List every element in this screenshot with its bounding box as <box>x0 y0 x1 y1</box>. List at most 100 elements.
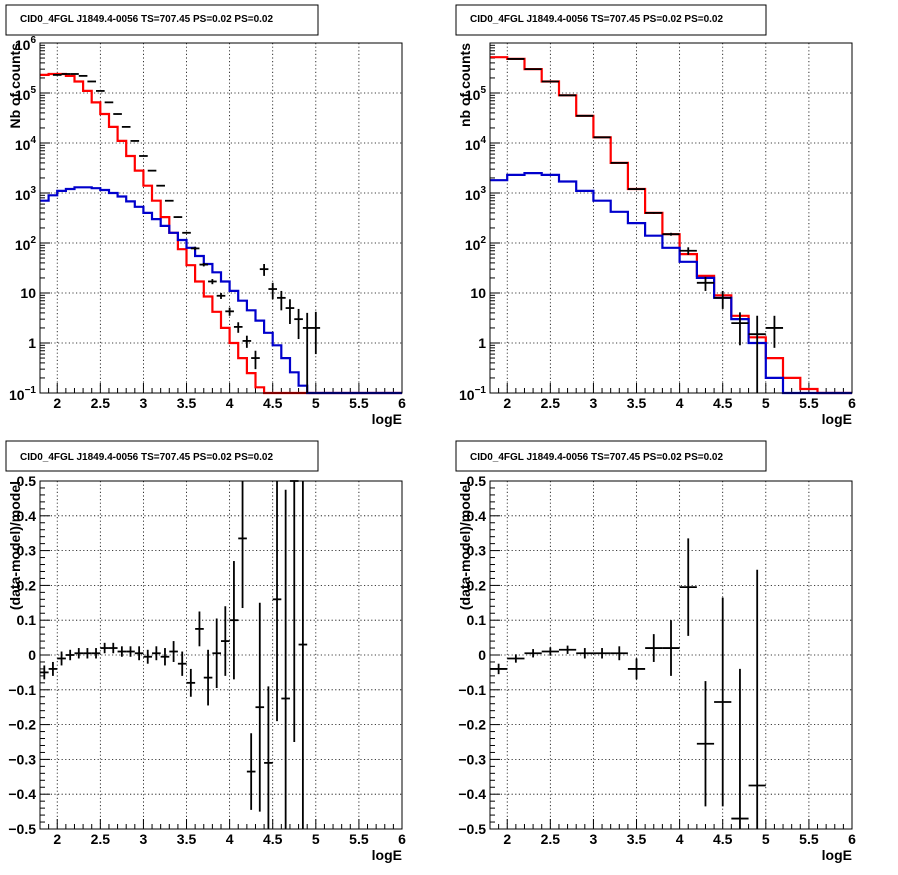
x-axis-label: logE <box>822 847 852 863</box>
title-box <box>5 4 319 36</box>
x-tick-label: 4 <box>676 395 684 411</box>
x-tick-label: 4.5 <box>713 395 733 411</box>
data-points <box>507 58 784 393</box>
x-tick-label: 2.5 <box>91 831 111 847</box>
y-tick-label: −0.5 <box>458 821 486 837</box>
x-tick-label: 5 <box>762 395 770 411</box>
y-tick-label: 1 <box>478 335 486 351</box>
x-tick-label: 5.5 <box>349 831 369 847</box>
y-tick-label: −0.2 <box>458 717 486 733</box>
y-tick-label: 0.1 <box>467 612 487 628</box>
y-axis-label: (data-model)/model <box>457 481 473 610</box>
chart-title: CID0_4FGL J1849.4-0056 TS=707.45 PS=0.02… <box>20 14 273 25</box>
x-tick-label: 5.5 <box>799 831 819 847</box>
x-tick-label: 3.5 <box>627 395 647 411</box>
x-tick-label: 3.5 <box>177 395 197 411</box>
grid <box>40 43 402 393</box>
x-tick-label: 6 <box>848 395 856 411</box>
y-tick-label: 0 <box>28 647 36 663</box>
plot-frame <box>489 480 853 830</box>
y-tick-label: 10 <box>470 285 486 301</box>
title-box <box>455 440 767 472</box>
x-tick-label: 2.5 <box>91 395 111 411</box>
x-axis-label: logE <box>372 847 402 863</box>
x-tick-label: 4.5 <box>263 831 283 847</box>
x-tick-label: 2.5 <box>541 395 561 411</box>
data-points <box>40 480 308 829</box>
y-tick-label: −0.4 <box>458 786 486 802</box>
x-tick-label: 2.5 <box>541 831 561 847</box>
x-tick-label: 3 <box>140 831 148 847</box>
chart-panel-2: CID0_4FGL J1849.4-0056 TS=707.45 PS=0.02… <box>455 4 856 427</box>
chart-title: CID0_4FGL J1849.4-0056 TS=707.45 PS=0.02… <box>470 452 723 463</box>
y-tick-label: −0.5 <box>8 821 36 837</box>
x-tick-label: 3 <box>140 395 148 411</box>
y-tick-label: 105 <box>465 85 487 103</box>
y-tick-label: 0 <box>478 647 486 663</box>
chart-title: CID0_4FGL J1849.4-0056 TS=707.45 PS=0.02… <box>20 452 273 463</box>
plot-frame <box>39 480 403 830</box>
grid <box>490 43 852 393</box>
y-tick-label: 0.1 <box>17 612 37 628</box>
y-tick-label: 105 <box>15 85 37 103</box>
x-tick-label: 2 <box>503 395 511 411</box>
chart-panel-1: CID0_4FGL J1849.4-0056 TS=707.45 PS=0.02… <box>5 4 406 427</box>
y-tick-label: 104 <box>465 135 487 153</box>
x-tick-label: 5.5 <box>349 395 369 411</box>
data-points <box>52 73 321 393</box>
y-tick-label: 0.4 <box>17 508 37 524</box>
y-tick-label: −0.3 <box>458 751 486 767</box>
y-tick-label: 0.3 <box>467 543 487 559</box>
source-model-histogram <box>40 186 402 395</box>
grid <box>40 481 402 829</box>
x-axis-label: logE <box>822 411 852 427</box>
y-tick-label: 0.4 <box>467 508 487 524</box>
plot-frame <box>489 42 853 394</box>
y-tick-label: 106 <box>15 35 37 53</box>
y-tick-label: 104 <box>15 135 37 153</box>
y-tick-label: 102 <box>15 235 37 253</box>
y-tick-label: −0.2 <box>8 717 36 733</box>
x-tick-label: 4.5 <box>713 831 733 847</box>
grid <box>490 481 852 829</box>
y-tick-label: 0.2 <box>17 577 37 593</box>
y-axis-label: nb of counts <box>457 43 473 127</box>
chart-title: CID0_4FGL J1849.4-0056 TS=707.45 PS=0.02… <box>470 14 723 25</box>
y-tick-label: 10−1 <box>9 385 36 403</box>
y-tick-label: 103 <box>465 185 487 203</box>
x-tick-label: 5 <box>312 395 320 411</box>
x-tick-label: 4.5 <box>263 395 283 411</box>
x-tick-label: 4 <box>226 831 234 847</box>
x-axis-label: logE <box>372 411 402 427</box>
y-tick-label: 0.5 <box>17 473 37 489</box>
y-tick-label: 103 <box>15 185 37 203</box>
x-tick-label: 2 <box>53 395 61 411</box>
y-tick-label: 0.5 <box>467 473 487 489</box>
title-box <box>5 440 319 472</box>
x-tick-label: 6 <box>398 831 406 847</box>
y-tick-label: −0.3 <box>8 751 36 767</box>
x-tick-label: 5.5 <box>799 395 819 411</box>
y-tick-label: 1 <box>28 335 36 351</box>
chart-panel-3: CID0_4FGL J1849.4-0056 TS=707.45 PS=0.02… <box>5 440 406 863</box>
y-tick-label: 102 <box>465 235 487 253</box>
y-tick-label: −0.1 <box>8 682 36 698</box>
y-tick-label: 0.3 <box>17 543 37 559</box>
x-tick-label: 3 <box>590 831 598 847</box>
y-tick-label: 0.2 <box>467 577 487 593</box>
data-points <box>490 538 766 829</box>
y-tick-label: −0.4 <box>8 786 36 802</box>
x-tick-label: 6 <box>848 831 856 847</box>
plot-frame <box>39 42 403 394</box>
y-tick-label: −0.1 <box>458 682 486 698</box>
x-tick-label: 5 <box>312 831 320 847</box>
x-tick-label: 2 <box>503 831 511 847</box>
source-model-histogram <box>490 172 852 395</box>
y-axis-label: (data-model)/model <box>7 481 23 610</box>
y-axis-label: Nb of counts <box>7 43 23 129</box>
x-tick-label: 2 <box>53 831 61 847</box>
chart-panel-4: CID0_4FGL J1849.4-0056 TS=707.45 PS=0.02… <box>455 440 856 863</box>
x-tick-label: 4 <box>226 395 234 411</box>
x-tick-label: 3 <box>590 395 598 411</box>
